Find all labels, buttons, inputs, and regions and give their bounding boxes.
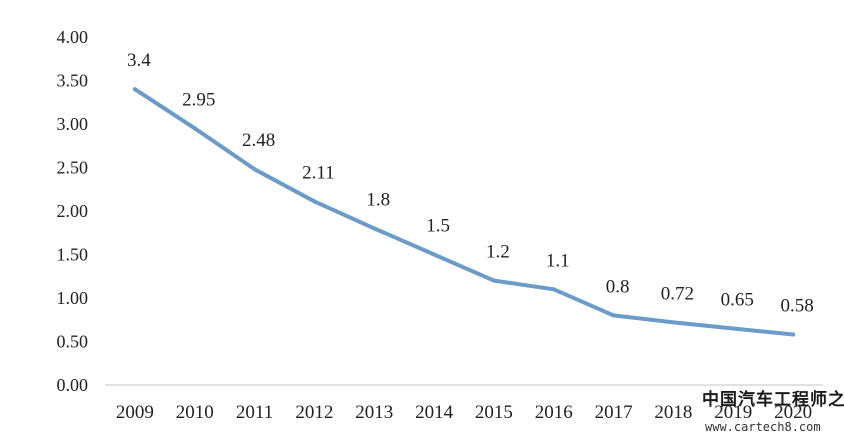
y-tick-label: 0.50	[57, 332, 89, 352]
y-tick-label: 1.00	[57, 288, 89, 308]
data-label: 0.58	[780, 296, 813, 317]
data-label: 0.72	[661, 283, 694, 304]
y-tick-label: 2.00	[57, 201, 89, 221]
data-point	[252, 167, 257, 172]
data-point	[432, 252, 437, 257]
data-label: 1.8	[366, 189, 390, 210]
data-label: 0.8	[606, 276, 630, 297]
data-label: 2.11	[302, 162, 335, 183]
x-tick-label: 2013	[355, 402, 393, 423]
y-axis: 0.00 0.50 1.00 1.50 2.00 2.50 3.00 3.50 4.00	[57, 27, 89, 395]
x-tick-label: 2018	[654, 402, 692, 423]
y-tick-label: 0.00	[57, 375, 89, 395]
data-label: 2.48	[242, 130, 275, 151]
data-label: 1.5	[426, 216, 450, 237]
data-point	[491, 278, 496, 283]
data-point	[791, 332, 796, 337]
data-point	[132, 87, 137, 92]
data-point	[192, 126, 197, 131]
y-tick-label: 1.50	[57, 245, 89, 265]
data-point	[611, 313, 616, 318]
x-axis: 2009 2010 2011 2012 2013 2014 2015 2016 2017 2018…	[116, 402, 812, 423]
data-labels: 3.4 2.95 2.48 2.11 1.8 1.5 1.2 1.1 0.8 0.72 0.65 0.…	[127, 50, 814, 337]
x-tick-label: 2011	[236, 402, 273, 423]
y-tick-label: 3.50	[57, 71, 89, 91]
data-label: 2.95	[182, 89, 215, 110]
x-tick-label: 2016	[535, 402, 573, 423]
data-point	[671, 320, 676, 325]
x-tick-label: 2020	[774, 402, 812, 423]
x-tick-label: 2014	[415, 402, 454, 423]
data-point	[372, 226, 377, 231]
y-tick-label: 3.00	[57, 114, 89, 134]
data-label: 0.65	[721, 289, 754, 310]
data-label: 1.2	[486, 242, 510, 263]
y-tick-label: 2.50	[57, 158, 89, 178]
data-label: 3.4	[127, 50, 151, 71]
data-point	[551, 287, 556, 292]
data-label: 1.1	[546, 250, 570, 271]
x-tick-label: 2010	[176, 402, 214, 423]
x-tick-label: 2009	[116, 402, 154, 423]
data-point	[731, 326, 736, 331]
watermark-name: 中国汽车工程师之家	[702, 389, 844, 410]
watermark: 中国汽车工程师之家 www.cartech8.com	[702, 389, 844, 434]
x-tick-label: 2019	[714, 402, 752, 423]
x-tick-label: 2015	[475, 402, 513, 423]
x-tick-label: 2017	[595, 402, 633, 423]
data-point	[312, 199, 317, 204]
x-tick-label: 2012	[295, 402, 333, 423]
watermark-url: www.cartech8.com	[705, 420, 821, 434]
y-tick-label: 4.00	[57, 27, 89, 47]
series-line	[132, 87, 796, 337]
